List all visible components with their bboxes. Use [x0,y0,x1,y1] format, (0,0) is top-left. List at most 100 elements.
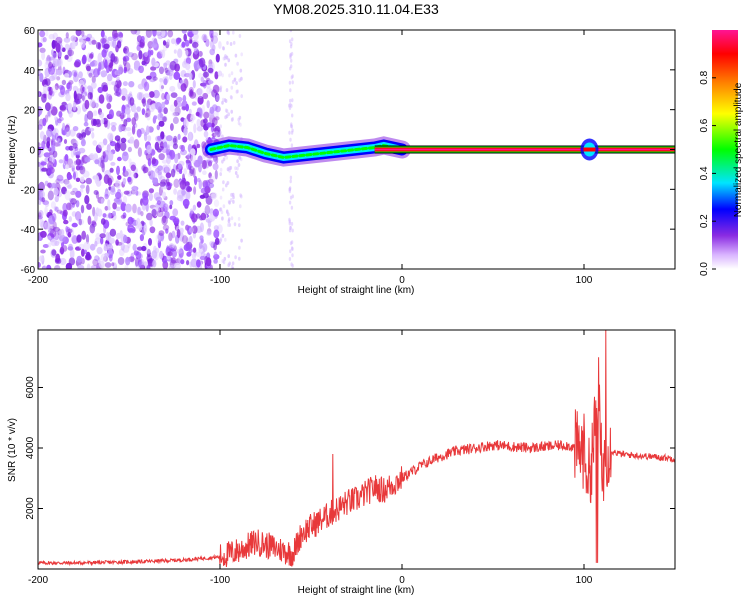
spectrogram-speckle [178,248,184,258]
spectrogram-speckle [223,98,227,103]
spectrogram-speckle [223,256,227,261]
spectrogram-speckle [44,157,49,163]
spectrogram-speckle [206,230,212,236]
spectrogram-speckle [225,209,229,214]
spectrogram-speckle [81,95,85,101]
spectrogram-speckle [230,216,234,221]
spectrogram-speckle [290,130,294,135]
spectrogram-speckle [156,200,161,206]
spectrogram-speckle [229,95,233,99]
spectrogram-speckle [291,263,294,268]
spectrogram-speckle [193,60,201,70]
spectrogram-speckle [224,62,227,67]
spectrogram-speckle [156,124,160,131]
spectrogram-speckle [146,144,152,155]
spectrogram-speckle [193,47,199,55]
spectrogram-speckle [225,155,229,160]
spectrogram-speckle [100,118,105,125]
spectrogram-speckle [59,257,67,266]
spectrogram-speckle [100,218,106,225]
spectrogram-speckle [189,36,193,44]
spectrogram-speckle [162,203,169,213]
spectrogram-speckle [41,140,46,150]
spectrogram-speckle [202,92,209,100]
spectrogram-speckle [76,255,83,263]
spectrogram-speckle [122,195,128,204]
spectrogram-speckle [213,225,219,231]
spectrogram-speckle [198,72,203,79]
spectrogram-speckle [169,60,177,71]
spectrogram-speckle [179,79,183,84]
spectrogram-speckle [209,175,216,184]
spectrogram-speckle [219,172,222,177]
snr-y-ticks: 2000 4000 6000 [25,376,675,520]
spectrogram-speckle [160,30,166,38]
spectrogram-speckle [54,83,59,91]
spectrogram-speckle [163,62,168,67]
spectrogram-speckle [204,204,211,215]
spectrogram-speckle [231,80,235,84]
spectrogram-speckle [91,39,97,45]
spectrogram-speckle [161,159,168,164]
spectrogram-speckle [157,112,164,121]
spectrogram-speckle [75,158,82,166]
spectrogram-speckle [53,187,59,196]
spectrogram-speckle [206,159,213,164]
spectrogram-speckle [209,30,214,39]
spectrogram-speckle [161,191,167,199]
spectrogram-speckle [39,218,44,228]
spectrogram-speckle [109,228,117,237]
spectrogram-speckle [70,190,76,196]
spectrogram-speckle [129,97,135,106]
snr-x-tick-label: 0 [399,575,405,586]
spectrogram-speckle [46,264,52,269]
spectrogram-speckle [109,237,115,244]
spectrogram-speckle [52,213,57,222]
spectrogram-speckle [104,121,108,128]
spectrogram-speckle [170,123,174,131]
spectrogram-speckle [237,216,241,221]
spectrogram-speckle [214,92,220,102]
spectrogram-speckle [78,218,83,226]
spectrogram-speckle [88,127,95,132]
spectrogram-speckle [51,85,58,94]
spectrogram-speckle [63,219,69,225]
spectrogram-speckle [97,157,104,167]
spectrogram-speckle [47,235,52,240]
spectrogram-speckle [47,242,52,248]
spectrogram-speckle [152,259,157,268]
spectrogram-speckle [102,151,106,159]
spectrogram-speckle [152,76,158,81]
spectrogram-speckle [40,37,45,43]
spectrogram-speckle [101,87,108,92]
spectrogram-speckle [140,211,144,217]
spectrogram-speckle [63,37,71,43]
spectrogram-speckle [202,181,209,190]
spectrogram-speckle [200,187,206,194]
spectrogram-speckle [205,257,212,267]
spectrogram-speckle [141,108,146,116]
spectrogram-speckle [141,60,146,66]
spectrogram-speckle [196,143,201,149]
spectrogram-speckle [219,237,223,242]
spectrogram-speckle [177,48,183,58]
spectrogram-speckle [65,164,70,170]
snr-y-tick-label: 4000 [25,436,36,459]
spectrogram-speckle [289,98,292,103]
spectrogram-speckle [169,200,174,206]
spectrogram-speckle [105,231,110,242]
spectrogram-speckle [130,30,138,35]
spectrogram-speckle [233,222,237,227]
spectrogram-speckle [198,179,202,190]
spectrogram-speckle [67,102,73,112]
spectrogram-speckle [97,86,104,94]
snr-x-ticks: -200 -100 0 100 [28,330,593,586]
spectrogram-speckle [197,95,204,105]
spectrogram-speckle [142,195,149,206]
spectrogram-speckle [166,39,171,45]
spectrogram-speckle [107,199,111,208]
spectrogram-speckle [72,142,78,149]
spectrogram-speckle [45,102,51,112]
spectrogram-speckle [40,190,45,198]
spectrogram-speckle [115,206,121,211]
